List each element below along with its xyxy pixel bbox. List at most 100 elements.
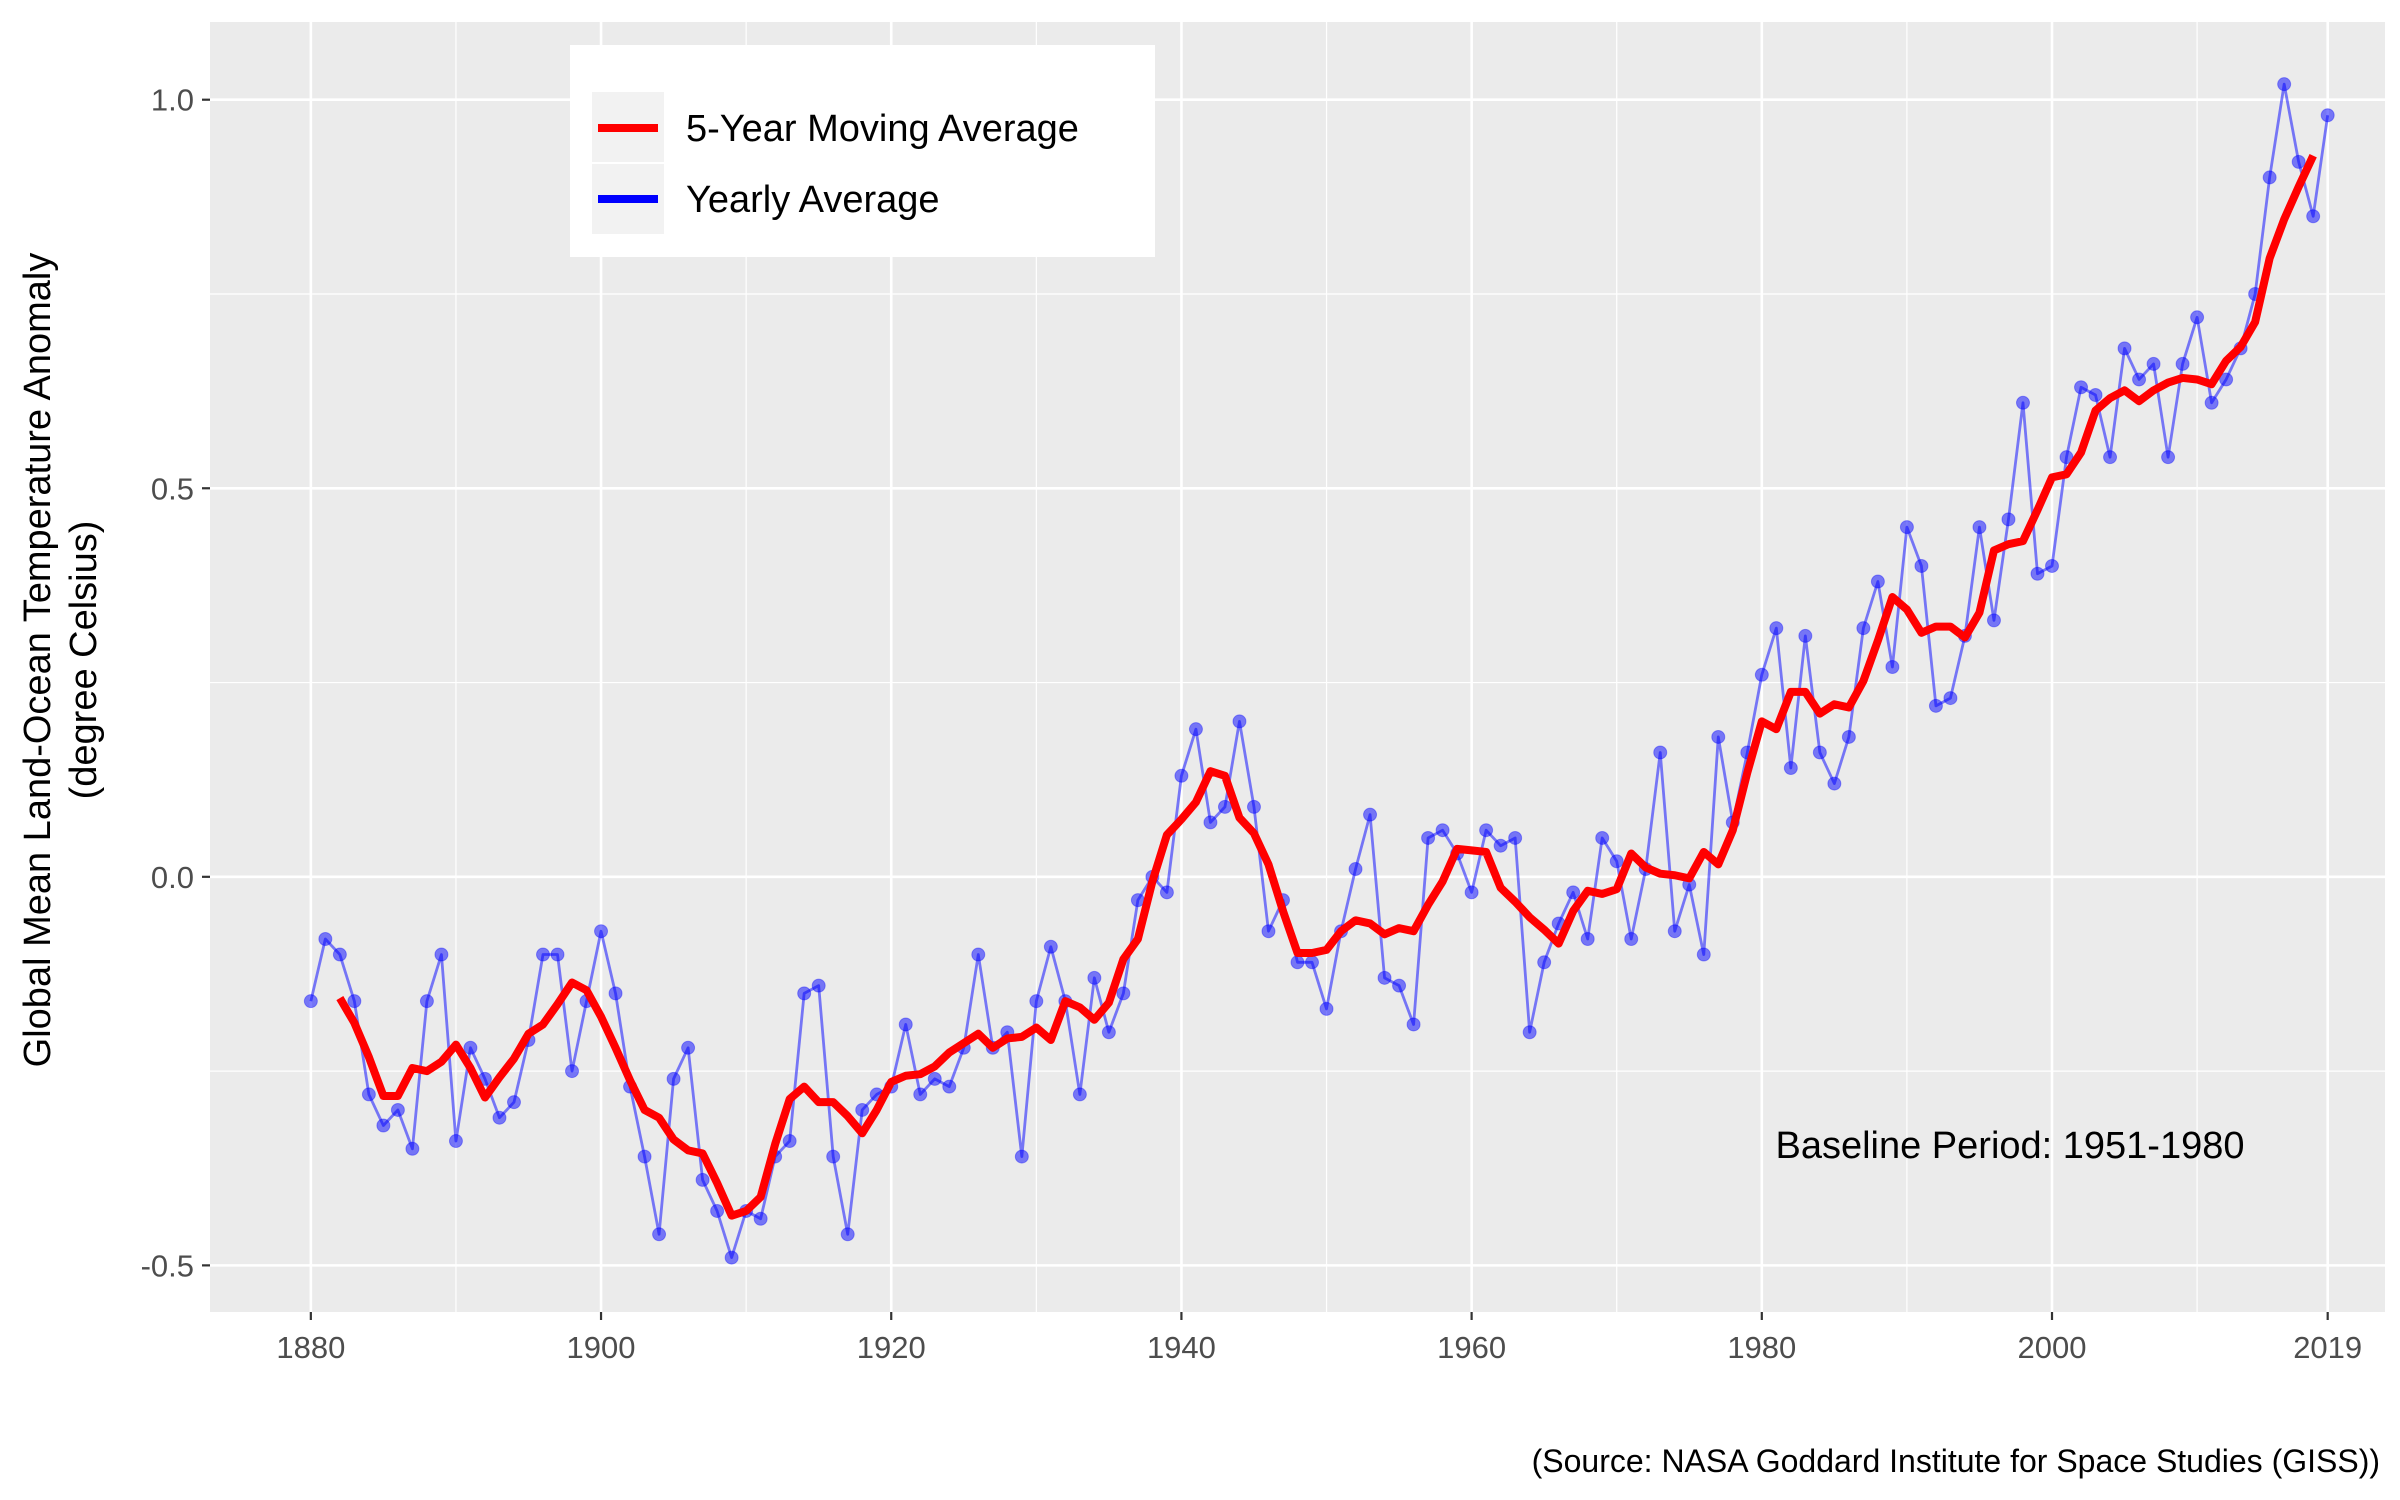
yearly-point-1924: [942, 1079, 957, 1094]
yearly-point-1922: [913, 1087, 928, 1102]
yearly-point-1884: [361, 1087, 376, 1102]
yearly-point-1996: [1986, 613, 2001, 628]
yearly-point-2009: [2175, 356, 2190, 371]
yearly-point-2001: [2059, 450, 2074, 465]
yearly-point-2006: [2132, 372, 2147, 387]
x-axis: 1880 1900 1920 1940 1960 1980 2000 2019: [276, 1312, 2362, 1365]
yearly-point-1969: [1595, 830, 1610, 845]
yearly-point-1945: [1246, 799, 1261, 814]
yearly-point-2002: [2074, 380, 2089, 395]
yearly-point-2016: [2277, 77, 2292, 92]
yearly-point-1918: [855, 1102, 870, 1117]
yearly-point-2019: [2320, 108, 2335, 123]
y-tick-label-3: 1.0: [151, 83, 194, 118]
yearly-point-1914: [797, 986, 812, 1001]
yearly-point-1943: [1217, 799, 1232, 814]
yearly-point-1935: [1101, 1025, 1116, 1040]
yearly-point-1999: [2030, 566, 2045, 581]
yearly-point-1997: [2001, 512, 2016, 527]
yearly-point-1903: [637, 1149, 652, 1164]
yearly-point-1989: [1885, 660, 1900, 674]
yearly-point-1953: [1363, 807, 1378, 822]
yearly-point-2004: [2103, 450, 2118, 465]
series-moving-average: [336, 153, 2317, 1220]
yearly-point-1886: [390, 1102, 405, 1117]
x-tick-label-3: 1940: [1147, 1330, 1216, 1365]
plot-panel: [210, 22, 2385, 1312]
y-axis-title-line2: (degree Celsius): [63, 521, 105, 800]
yearly-point-1984: [1812, 745, 1827, 760]
yearly-point-2007: [2146, 356, 2161, 371]
yearly-point-1988: [1870, 574, 1885, 589]
yearly-point-2000: [2045, 558, 2060, 573]
yearly-point-1955: [1392, 978, 1407, 993]
yearly-point-1885: [376, 1118, 391, 1133]
yearly-point-1921: [898, 1017, 913, 1032]
yearly-point-1942: [1203, 815, 1218, 830]
yearly-point-1936: [1116, 986, 1131, 1001]
y-tick-label-1: 0.0: [151, 860, 194, 895]
y-axis-title: Global Mean Land-Ocean Temperature Anoma…: [17, 253, 105, 1068]
yearly-point-1957: [1421, 830, 1436, 845]
yearly-point-1977: [1711, 729, 1726, 744]
yearly-point-1926: [971, 947, 986, 962]
yearly-point-1976: [1696, 947, 1711, 962]
moving-average-line: [336, 153, 2317, 1220]
yearly-point-1887: [405, 1141, 420, 1156]
yearly-point-1958: [1435, 823, 1450, 838]
yearly-point-1992: [1928, 698, 1943, 713]
yearly-point-2005: [2117, 341, 2132, 356]
yearly-point-1889: [434, 947, 449, 962]
yearly-point-2008: [2161, 450, 2176, 465]
x-tick-label-4: 1960: [1437, 1330, 1506, 1365]
yearly-point-1968: [1580, 931, 1595, 946]
yearly-point-1904: [652, 1227, 667, 1242]
yearly-point-1985: [1827, 776, 1842, 791]
yearly-point-1917: [840, 1227, 855, 1242]
yearly-point-1974: [1667, 924, 1682, 939]
yearly-point-1906: [681, 1040, 696, 1055]
yearly-point-1934: [1087, 970, 1102, 985]
yearly-point-1960: [1464, 885, 1479, 900]
yearly-point-1913: [782, 1134, 797, 1149]
yearly-point-1981: [1769, 621, 1784, 636]
yearly-point-1881: [318, 931, 333, 946]
yearly-point-1964: [1522, 1025, 1537, 1040]
yearly-point-1930: [1029, 994, 1044, 1009]
yearly-point-1950: [1319, 1001, 1334, 1016]
yearly-point-1882: [332, 947, 347, 962]
yearly-point-1948: [1290, 955, 1305, 970]
yearly-point-1986: [1841, 729, 1856, 744]
legend: 5-Year Moving Average Yearly Average: [570, 45, 1155, 257]
yearly-point-1893: [492, 1110, 507, 1125]
yearly-point-1894: [506, 1095, 521, 1110]
x-tick-label-0: 1880: [276, 1330, 345, 1365]
baseline-annotation: Baseline Period: 1951-1980: [1775, 1125, 2244, 1167]
yearly-point-1946: [1261, 924, 1276, 939]
yearly-point-1991: [1914, 558, 1929, 573]
yearly-point-1908: [710, 1203, 725, 1218]
yearly-point-1940: [1174, 768, 1189, 783]
yearly-point-1993: [1943, 691, 1958, 706]
yearly-point-1998: [2015, 395, 2030, 410]
yearly-point-1952: [1348, 862, 1363, 877]
yearly-point-1971: [1624, 931, 1639, 946]
grid-major: [210, 22, 2385, 1312]
yearly-point-2015: [2262, 170, 2277, 185]
yearly-point-1890: [448, 1134, 463, 1149]
yearly-point-1883: [347, 994, 362, 1009]
yearly-point-1916: [826, 1149, 841, 1164]
yearly-point-2017: [2291, 154, 2306, 169]
x-tick-label-6: 2000: [2018, 1330, 2087, 1365]
yearly-point-1954: [1377, 970, 1392, 985]
yearly-point-1990: [1899, 520, 1914, 535]
x-tick-label-5: 1980: [1727, 1330, 1796, 1365]
yearly-point-2011: [2204, 395, 2219, 410]
yearly-point-1907: [695, 1172, 710, 1187]
legend-label-yearly-average: Yearly Average: [686, 179, 940, 221]
yearly-point-1963: [1508, 830, 1523, 845]
yearly-point-1905: [666, 1071, 681, 1086]
yearly-point-2018: [2306, 209, 2321, 224]
yearly-point-1888: [419, 994, 434, 1009]
